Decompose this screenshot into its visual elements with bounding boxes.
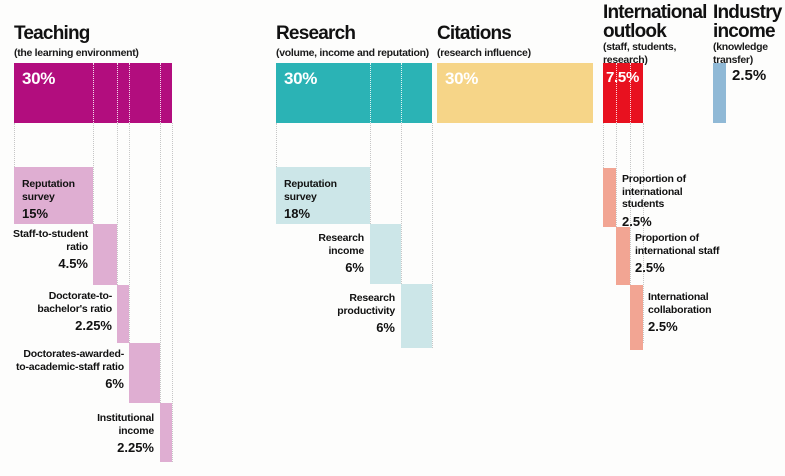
subitem-value: 18% bbox=[284, 206, 311, 222]
industry-income-title: Industry income bbox=[713, 2, 782, 43]
international-outlook-title: International outlook bbox=[603, 2, 707, 43]
teaching-subblock-staff-to-student-ratio bbox=[93, 224, 117, 285]
subitem-value: 2.5% bbox=[648, 319, 678, 335]
subitem-value: 4.5% bbox=[58, 256, 88, 272]
industry-income-weight-bar bbox=[713, 63, 726, 123]
bar-divider-dotted bbox=[369, 63, 371, 123]
subitem-value: 2.5% bbox=[635, 260, 665, 276]
guide-line-dotted bbox=[369, 123, 371, 224]
bar-divider-dotted bbox=[616, 63, 618, 123]
international-subblock-students bbox=[603, 168, 616, 227]
guide-line-dotted bbox=[276, 123, 277, 167]
citations-subtitle: (research influence) bbox=[437, 47, 531, 59]
guide-line-dotted bbox=[160, 123, 161, 403]
subitem-label-text: Research productivity bbox=[337, 292, 395, 317]
teaching-subitem-label-institutional-income: Institutional income 2.25% bbox=[76, 412, 154, 456]
teaching-subitem-label-staff-to-student: Staff-to-student ratio 4.5% bbox=[0, 228, 88, 272]
international-subitem-label-students: Proportion of international students 2.5… bbox=[622, 173, 707, 229]
bar-divider-dotted bbox=[400, 63, 402, 123]
international-subitem-label-staff: Proportion of international staff 2.5% bbox=[635, 232, 720, 276]
subitem-label-text: Reputation survey bbox=[284, 178, 337, 203]
teaching-subtitle: (the learning environment) bbox=[14, 47, 139, 59]
subitem-value: 6% bbox=[105, 376, 124, 392]
subitem-label-text: Staff-to-student ratio bbox=[13, 228, 88, 253]
citations-title: Citations bbox=[437, 23, 512, 44]
guide-line-dotted bbox=[116, 123, 118, 285]
teaching-subblock-reputation-survey bbox=[14, 167, 93, 224]
bar-divider-dotted bbox=[93, 63, 94, 123]
bar-divider-dotted bbox=[629, 63, 631, 123]
industry-income-subtitle: (knowledge transfer) bbox=[713, 41, 768, 66]
international-outlook-weight-bar: 7.5% bbox=[603, 63, 643, 123]
teaching-subitem-label-reputation-survey: Reputation survey 15% bbox=[22, 178, 86, 222]
research-subblock-reputation-survey bbox=[276, 167, 370, 224]
international-subitem-label-collaboration: International collaboration 2.5% bbox=[648, 291, 736, 335]
subitem-label-text: Doctorates-awarded-to-academic-staff rat… bbox=[15, 348, 124, 373]
subitem-value: 15% bbox=[22, 206, 49, 222]
subitem-value: 2.25% bbox=[117, 440, 154, 456]
guide-line-dotted bbox=[642, 123, 644, 343]
guide-line-dotted bbox=[400, 123, 402, 284]
international-subblock-collaboration bbox=[629, 285, 643, 350]
teaching-subitem-label-doctorates-awarded: Doctorates-awarded-to-academic-staff rat… bbox=[12, 348, 124, 392]
teaching-subblock-institutional-income bbox=[160, 403, 172, 462]
citations-weight-label: 30% bbox=[445, 69, 479, 88]
international-outlook-weight-label: 7.5% bbox=[606, 69, 639, 86]
guide-line-dotted bbox=[14, 123, 15, 167]
research-weight-bar: 30% bbox=[276, 63, 432, 123]
subitem-value: 2.5% bbox=[622, 213, 652, 229]
guide-line-dotted bbox=[128, 123, 130, 343]
research-subtitle: (volume, income and reputation) bbox=[276, 47, 429, 59]
international-outlook-subtitle: (staff, students, research) bbox=[603, 41, 677, 66]
bar-divider-dotted bbox=[116, 63, 118, 123]
subitem-label-text: Proportion of international staff bbox=[635, 232, 720, 257]
guide-line-dotted bbox=[603, 123, 604, 168]
teaching-subblock-doctorates-awarded-ratio bbox=[128, 343, 160, 403]
research-subblock-research-income bbox=[369, 224, 401, 284]
teaching-weight-bar: 30% bbox=[14, 63, 172, 123]
research-subblock-research-productivity bbox=[400, 284, 432, 348]
industry-income-weight-label: 2.5% bbox=[732, 67, 767, 84]
subitem-value: 2.25% bbox=[75, 318, 112, 334]
citations-weight-bar: 30% bbox=[437, 63, 593, 123]
guide-line-dotted bbox=[616, 123, 617, 227]
subitem-label-text: Research income bbox=[318, 232, 364, 257]
bar-divider-dotted bbox=[160, 63, 162, 123]
guide-line-dotted bbox=[93, 123, 94, 224]
teaching-subitem-label-doctorate-to-bachelors: Doctorate-to-bachelor's ratio 2.25% bbox=[14, 290, 112, 334]
guide-line-dotted bbox=[431, 123, 433, 348]
subitem-label-text: Institutional income bbox=[97, 412, 154, 437]
research-weight-label: 30% bbox=[284, 69, 318, 88]
international-subblock-staff bbox=[616, 227, 630, 285]
subitem-label-text: International collaboration bbox=[648, 291, 712, 316]
teaching-subblock-doctorate-to-bachelors-ratio bbox=[116, 285, 129, 343]
guide-line-dotted bbox=[171, 123, 173, 462]
teaching-title: Teaching bbox=[14, 23, 90, 44]
research-subitem-label-reputation-survey: Reputation survey 18% bbox=[284, 178, 348, 222]
subitem-value: 6% bbox=[345, 260, 364, 276]
subitem-label-text: Proportion of international students bbox=[622, 173, 686, 211]
research-subitem-label-research-income: Research income 6% bbox=[284, 232, 364, 276]
subitem-label-text: Doctorate-to-bachelor's ratio bbox=[37, 290, 112, 315]
guide-line-dotted bbox=[629, 123, 631, 285]
research-subitem-label-research-productivity: Research productivity 6% bbox=[300, 292, 395, 336]
bar-divider-dotted bbox=[128, 63, 130, 123]
subitem-label-text: Reputation survey bbox=[22, 178, 75, 203]
subitem-value: 6% bbox=[376, 320, 395, 336]
teaching-weight-label: 30% bbox=[22, 69, 56, 88]
research-title: Research bbox=[276, 23, 356, 44]
